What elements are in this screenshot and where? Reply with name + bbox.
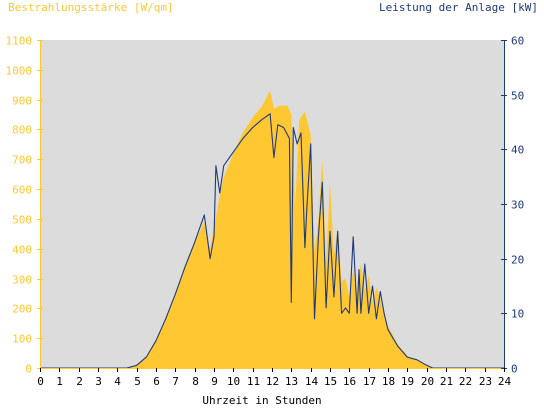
x-axis-title: Uhrzeit in Stunden bbox=[202, 394, 321, 407]
x-tick-label: 24 bbox=[498, 375, 512, 388]
y-right-tick-label: 30 bbox=[511, 199, 524, 212]
x-tick-label: 17 bbox=[363, 375, 376, 388]
x-tick-label: 6 bbox=[153, 375, 160, 388]
y-left-tick-label: 1100 bbox=[6, 35, 33, 48]
x-tick-label: 21 bbox=[440, 375, 453, 388]
y-left-tick-label: 700 bbox=[12, 154, 32, 167]
x-tick-label: 1 bbox=[56, 375, 63, 388]
y-left-tick-label: 500 bbox=[12, 214, 32, 227]
y-left-tick-label: 100 bbox=[12, 333, 32, 346]
y-left-tick-label: 200 bbox=[12, 303, 32, 316]
power-line bbox=[40, 113, 504, 369]
x-tick-label: 14 bbox=[305, 375, 319, 388]
x-tick-label: 4 bbox=[114, 375, 121, 388]
x-tick-label: 18 bbox=[382, 375, 395, 388]
y-left-tick-label: 900 bbox=[12, 95, 32, 108]
y-left-tick-label: 600 bbox=[12, 184, 32, 197]
y-left-tick-label: 800 bbox=[12, 124, 32, 137]
x-tick-label: 2 bbox=[76, 375, 83, 388]
irradiance-area bbox=[40, 90, 504, 368]
x-tick-label: 7 bbox=[172, 375, 179, 388]
y-left-tick-label: 0 bbox=[25, 363, 32, 376]
y-left-tick-label: 300 bbox=[12, 274, 32, 287]
y-right-tick-label: 0 bbox=[511, 363, 518, 376]
x-tick-label: 10 bbox=[227, 375, 240, 388]
x-tick-label: 0 bbox=[37, 375, 44, 388]
y-right-tick-label: 20 bbox=[511, 254, 524, 267]
y-left-tick-label: 1000 bbox=[6, 65, 33, 78]
x-tick-label: 19 bbox=[401, 375, 414, 388]
y-right-tick-label: 10 bbox=[511, 308, 524, 321]
y-right-tick-label: 40 bbox=[511, 144, 524, 157]
right-axis-title: Leistung der Anlage [kW] bbox=[379, 1, 538, 14]
x-tick-label: 16 bbox=[343, 375, 356, 388]
x-tick-label: 8 bbox=[192, 375, 199, 388]
x-tick-label: 20 bbox=[421, 375, 434, 388]
x-tick-label: 5 bbox=[134, 375, 141, 388]
x-tick-label: 23 bbox=[479, 375, 492, 388]
x-tick-label: 11 bbox=[247, 375, 260, 388]
x-tick-label: 15 bbox=[324, 375, 337, 388]
x-tick-label: 3 bbox=[95, 375, 102, 388]
y-right-tick-label: 60 bbox=[511, 35, 524, 48]
x-tick-label: 22 bbox=[459, 375, 472, 388]
x-tick-label: 12 bbox=[266, 375, 279, 388]
left-axis-title: Bestrahlungsstärke [W/qm] bbox=[8, 1, 174, 14]
x-tick-label: 13 bbox=[285, 375, 298, 388]
y-left-tick-label: 400 bbox=[12, 244, 32, 257]
y-right-tick-label: 50 bbox=[511, 90, 524, 103]
x-tick-label: 9 bbox=[211, 375, 218, 388]
